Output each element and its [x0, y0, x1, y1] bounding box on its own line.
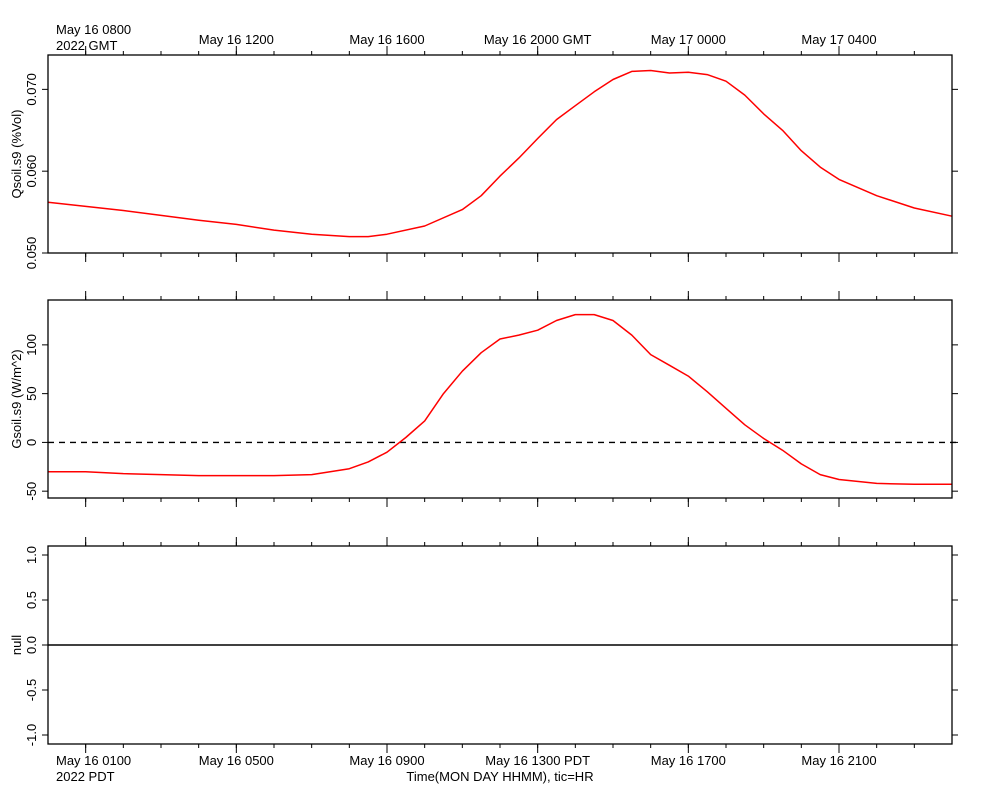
- top-year-label: 2022 GMT: [56, 38, 117, 53]
- bottom-axis-label: May 16 2100: [801, 753, 876, 768]
- y-tick-label: -0.5: [24, 679, 39, 701]
- y-tick-label: 1.0: [24, 546, 39, 564]
- top-axis-label: May 17 0400: [801, 32, 876, 47]
- top-axis-label: May 16 2000 GMT: [484, 32, 592, 47]
- top-axis-label: May 17 0000: [651, 32, 726, 47]
- y-tick-label: 0.070: [24, 73, 39, 106]
- plot-frame: [47, 299, 953, 499]
- bottom-axis-label: May 16 0500: [199, 753, 274, 768]
- panel-3: -1.0 -0.5 0.0 0.5 1.0 null: [9, 537, 958, 753]
- y-tick-label: 100: [24, 334, 39, 356]
- bottom-axis-label: May 16 1700: [651, 753, 726, 768]
- plot-frame: [47, 54, 953, 254]
- y-tick-label: -50: [24, 482, 39, 501]
- x-axis-title: Time(MON DAY HHMM), tic=HR: [406, 769, 593, 784]
- y-tick-label: -1.0: [24, 724, 39, 746]
- series-line: [47, 69, 953, 238]
- y-tick-label: 0.050: [24, 237, 39, 270]
- bottom-year-label: 2022 PDT: [56, 769, 115, 784]
- y-axis-label: null: [9, 635, 24, 655]
- bottom-axis-label: May 16 0100: [56, 753, 131, 768]
- top-axis-label: May 16 1200: [199, 32, 274, 47]
- y-tick-label: 0.060: [24, 155, 39, 188]
- top-axis-label: May 16 1600: [349, 32, 424, 47]
- y-axis-label: Gsoil.s9 (W/m^2): [9, 349, 24, 448]
- y-tick-label: 50: [24, 386, 39, 400]
- series-line: [48, 313, 952, 486]
- top-axis-label: May 16 0800: [56, 22, 131, 37]
- y-axis-label: Qsoil.s9 (%Vol): [9, 110, 24, 199]
- bottom-axis-label: May 16 0900: [349, 753, 424, 768]
- y-tick-label: 0: [24, 439, 39, 446]
- y-tick-label: 0.5: [24, 591, 39, 609]
- plot-frame: [47, 545, 953, 745]
- bottom-axis-label: May 16 1300 PDT: [485, 753, 590, 768]
- y-tick-label: 0.0: [24, 636, 39, 654]
